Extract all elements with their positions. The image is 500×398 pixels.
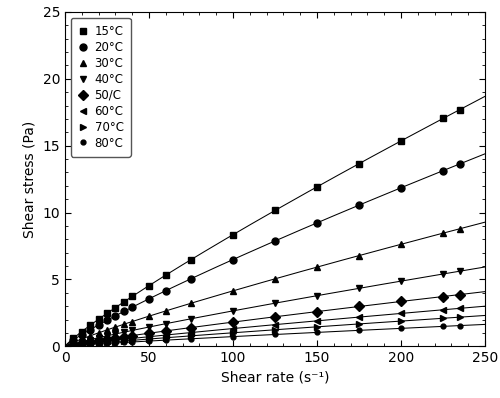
- Y-axis label: Shear stress (Pa): Shear stress (Pa): [23, 121, 37, 238]
- Legend: 15°C, 20°C, 30°C, 40°C, 50/C, 60°C, 70°C, 80°C: 15°C, 20°C, 30°C, 40°C, 50/C, 60°C, 70°C…: [71, 18, 130, 157]
- X-axis label: Shear rate (s⁻¹): Shear rate (s⁻¹): [221, 371, 329, 385]
